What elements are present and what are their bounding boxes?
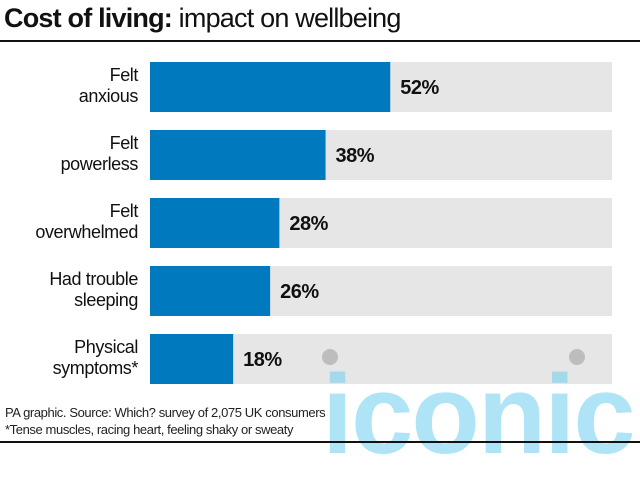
data-label: 18%	[243, 349, 282, 371]
category-label: anxious	[79, 86, 139, 106]
data-label: 28%	[289, 213, 328, 235]
source-text: PA graphic. Source: Which? survey of 2,0…	[5, 405, 326, 420]
footnote-text: *Tense muscles, racing heart, feeling sh…	[5, 422, 294, 437]
chart-title: Cost of living: impact on wellbeing	[4, 3, 401, 34]
category-label: powerless	[61, 154, 139, 174]
watermark-dot	[569, 349, 585, 365]
bottom-rule	[0, 441, 640, 443]
category-label: overwhelmed	[35, 222, 138, 242]
bar	[150, 334, 234, 384]
title-rule	[0, 40, 640, 42]
category-label: Felt	[110, 201, 139, 221]
watermark-dot	[322, 349, 338, 365]
bar	[150, 130, 326, 180]
category-label: Felt	[110, 65, 139, 85]
category-label: Felt	[110, 133, 139, 153]
title-rest: impact on wellbeing	[171, 3, 402, 33]
category-label: Physical	[74, 337, 138, 357]
category-label: sleeping	[74, 290, 138, 310]
category-label: symptoms*	[53, 358, 139, 378]
bar	[150, 266, 271, 316]
title-bold: Cost of living:	[4, 3, 173, 33]
data-label: 26%	[280, 281, 319, 303]
bar-chart: 52%Feltanxious38%Feltpowerless28%Feltove…	[35, 62, 612, 384]
data-label: 38%	[336, 145, 375, 167]
bar	[150, 62, 391, 112]
category-label: Had trouble	[49, 269, 138, 289]
bar	[150, 198, 280, 248]
data-label: 52%	[400, 77, 439, 99]
